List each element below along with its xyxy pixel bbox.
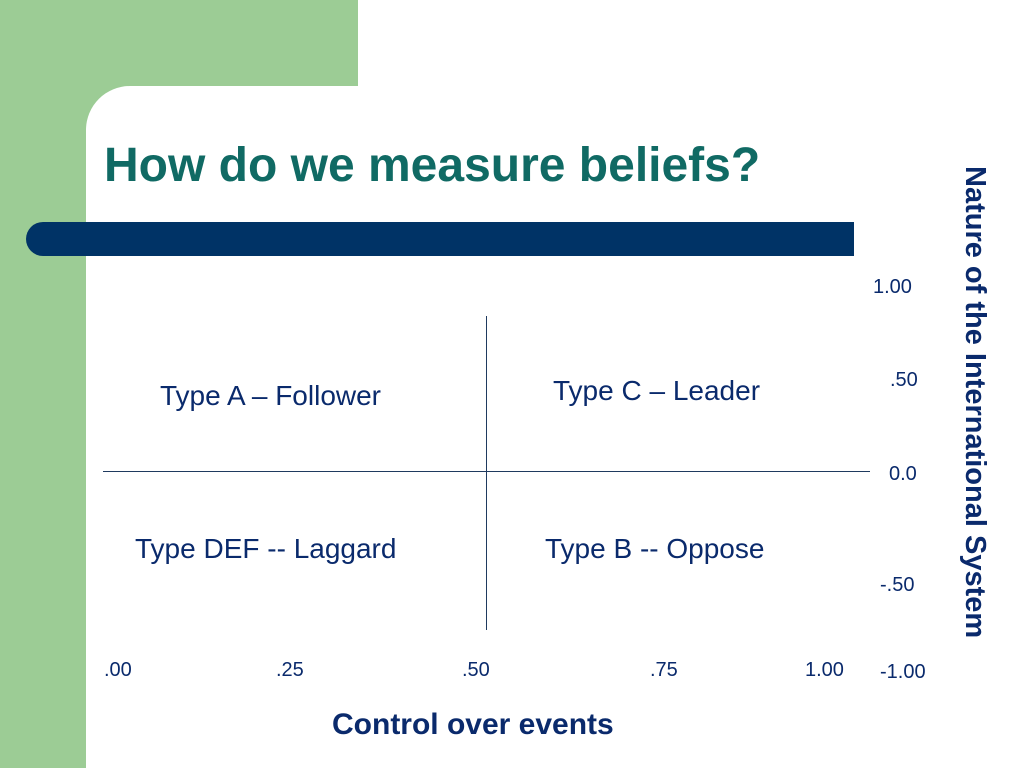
x-tick-label: 1.00	[805, 659, 844, 681]
title-underline-bar	[26, 222, 854, 256]
y-axis-title: Nature of the International System	[959, 166, 991, 639]
quadrant-type-c-leader: Type C – Leader	[553, 375, 761, 406]
y-tick-label: .50	[890, 369, 918, 391]
quadrant-type-b-oppose: Type B -- Oppose	[545, 533, 765, 564]
y-tick-label: 1.00	[873, 276, 912, 298]
x-axis-title: Control over events	[332, 708, 614, 741]
quadrant-type-a-follower: Type A – Follower	[160, 380, 382, 411]
x-tick-label: .75	[650, 659, 678, 681]
x-tick-label: .00	[104, 659, 132, 681]
y-tick-label: -.50	[880, 574, 915, 596]
vertical-axis-line	[486, 316, 487, 630]
slide-title: How do we measure beliefs?	[104, 139, 761, 192]
content-panel	[86, 86, 1024, 768]
y-tick-label: -1.00	[880, 661, 926, 683]
x-tick-label: .50	[462, 659, 490, 681]
y-tick-label: 0.0	[889, 463, 917, 485]
quadrant-type-def-laggard: Type DEF -- Laggard	[135, 533, 397, 564]
x-tick-label: .25	[276, 659, 304, 681]
